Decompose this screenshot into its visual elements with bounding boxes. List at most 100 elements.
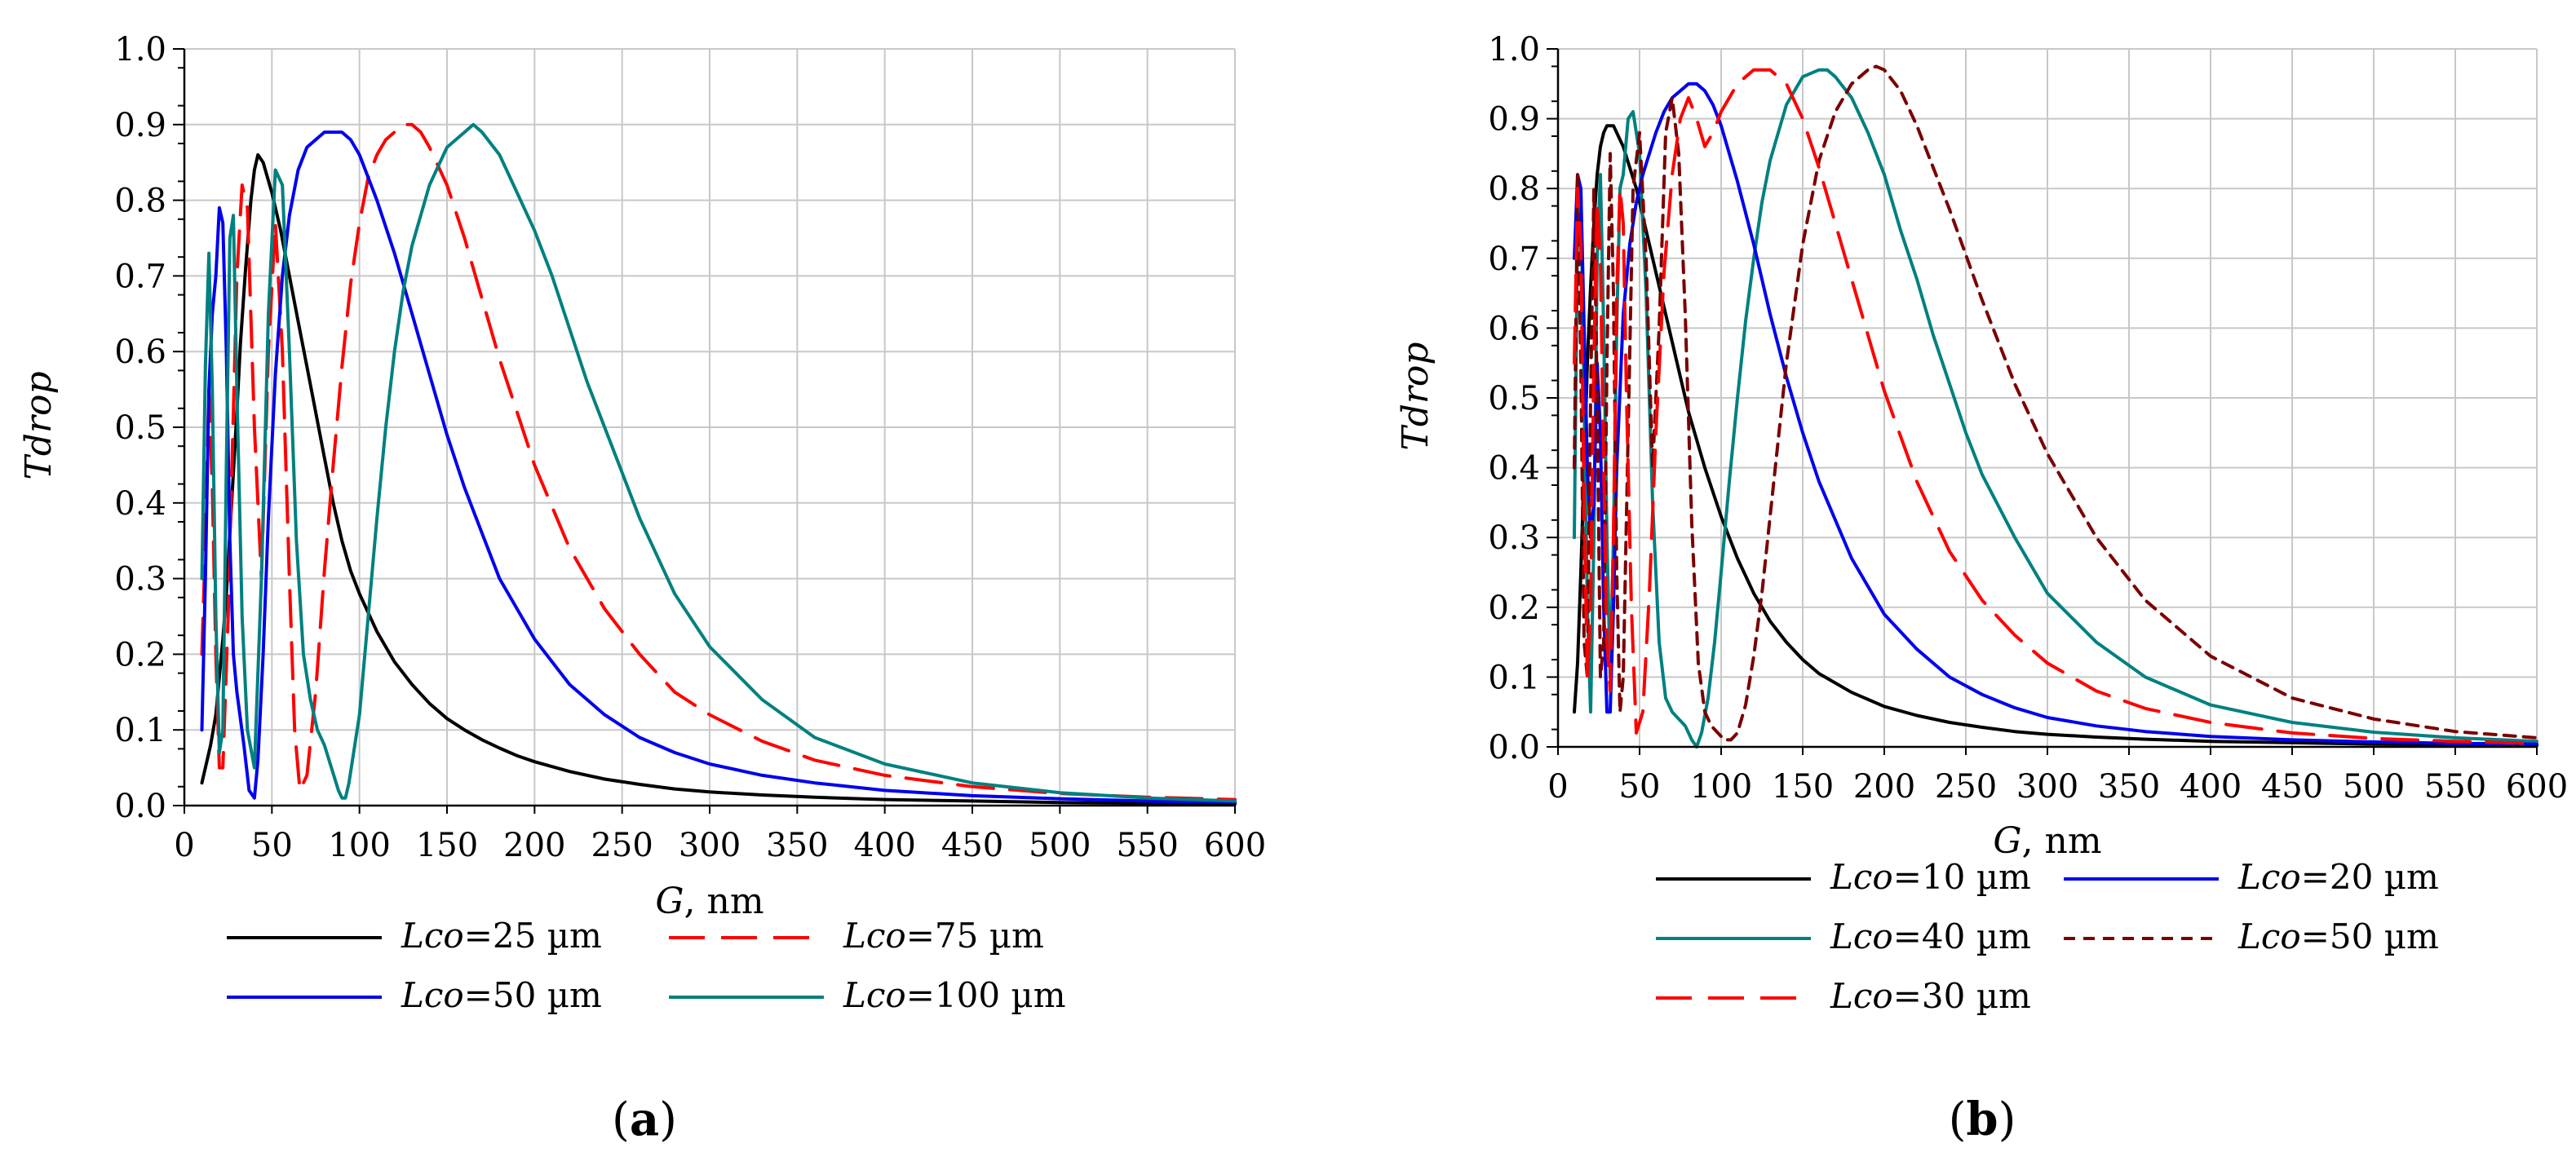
x-tick-label: 250: [591, 827, 653, 864]
gridlines: [1557, 48, 2538, 748]
series-line-75-um: [200, 122, 1237, 802]
x-axis-title-unit: , nm: [684, 881, 764, 922]
x-tick-label: 150: [416, 827, 478, 864]
y-tick-label: 0.5: [1488, 380, 1540, 417]
legend-entry-italic: Lco: [1830, 916, 1893, 956]
x-tick-label: 100: [328, 827, 390, 864]
x-tick-label: 450: [941, 827, 1003, 864]
series-line-40-um: [1573, 68, 2538, 749]
panel-label-close: ): [659, 1093, 677, 1146]
series-group: [200, 122, 1237, 806]
panel-label-letter: a: [630, 1093, 659, 1146]
x-tick-label: 350: [2098, 768, 2160, 806]
legend-entry-rest: =50 µm: [464, 975, 602, 1015]
x-tick-label: 250: [1935, 768, 1997, 806]
series-line-50-um: [1573, 64, 2538, 742]
legend-entry-label: Lco=50 µm: [401, 975, 602, 1015]
legend-entry-label: Lco=100 µm: [843, 975, 1066, 1015]
x-axis-title-symbol: G: [1993, 820, 2021, 862]
series-line-10-um: [1573, 124, 2538, 748]
y-tick-label: 0.5: [114, 409, 166, 447]
legend-entry-rest: =50 µm: [2301, 916, 2439, 956]
panel-label: (a): [612, 1093, 677, 1146]
legend-entry-rest: =40 µm: [1893, 916, 2031, 956]
x-axis-title-symbol: G: [655, 881, 684, 922]
y-tick-label: 0.1: [114, 712, 166, 749]
y-tick-label: 0.0: [114, 788, 166, 825]
legend-entry-italic: Lco: [1830, 857, 1893, 897]
x-axis-title: G, nm: [1993, 820, 2101, 862]
legend-entry-rest: =100 µm: [906, 975, 1066, 1015]
legend-entry-label: Lco=10 µm: [1830, 857, 2031, 897]
legend-entry-rest: =25 µm: [464, 916, 602, 956]
y-tick-label: 0.0: [1488, 729, 1540, 766]
x-tick-label: 50: [251, 827, 293, 864]
y-tick-label: 0.6: [114, 333, 166, 371]
legend-entry-italic: Lco: [1830, 976, 1893, 1016]
legend-entry-label: Lco=50 µm: [2237, 916, 2439, 956]
x-tick-label: 350: [766, 827, 828, 864]
x-tick-label: 400: [853, 827, 915, 864]
legend-entry-label: Lco=25 µm: [401, 916, 602, 956]
panel-label-close: ): [1998, 1093, 2016, 1146]
legend-entry-rest: =75 µm: [906, 916, 1044, 956]
legend-entry-italic: Lco: [401, 975, 464, 1015]
series-line-50-um: [200, 130, 1237, 805]
y-tick-label: 0.3: [114, 561, 166, 598]
y-tick-label: 0.4: [114, 485, 166, 523]
x-tick-label: 600: [2506, 768, 2568, 806]
y-tick-label: 0.7: [1488, 241, 1540, 278]
series-line-30-um: [1573, 68, 2538, 745]
x-tick-label: 0: [174, 827, 194, 864]
y-tick-label: 0.9: [114, 107, 166, 144]
x-tick-label: 0: [1547, 768, 1568, 806]
y-tick-label: 1.0: [114, 31, 166, 68]
legend-entry-label: Lco=20 µm: [2237, 857, 2439, 897]
x-tick-label: 50: [1619, 768, 1661, 806]
y-tick-label: 0.1: [1488, 659, 1540, 696]
legend-entry-italic: Lco: [843, 916, 906, 956]
x-tick-label: 150: [1772, 768, 1834, 806]
x-tick-label: 100: [1690, 768, 1752, 806]
x-tick-label: 300: [679, 827, 741, 864]
y-tick-label: 0.7: [114, 258, 166, 295]
y-tick-label: 0.4: [1488, 450, 1540, 488]
x-tick-label: 600: [1204, 827, 1266, 864]
x-tick-label: 500: [1029, 827, 1091, 864]
series-group: [1573, 64, 2538, 749]
x-tick-label: 300: [2016, 768, 2078, 806]
y-tick-label: 0.3: [1488, 519, 1540, 557]
series-line-100-um: [200, 122, 1237, 803]
y-tick-label: 0.8: [114, 183, 166, 220]
panel-label: (b): [1949, 1093, 2016, 1146]
series-line-20-um: [1573, 82, 2538, 746]
y-tick-label: 1.0: [1488, 31, 1540, 68]
y-tick-label: 0.2: [114, 636, 166, 673]
panel-label-open: (: [612, 1093, 630, 1146]
y-axis-title: Tdrop: [1395, 342, 1436, 450]
y-axis-title: Tdrop: [18, 371, 60, 479]
legend-entry-italic: Lco: [401, 916, 464, 956]
y-tick-label: 0.9: [1488, 101, 1540, 139]
gridlines: [184, 48, 1236, 806]
legend-entry-rest: =20 µm: [2301, 857, 2439, 897]
x-tick-label: 200: [503, 827, 565, 864]
x-tick-label: 450: [2261, 768, 2323, 806]
legend-entry-label: Lco=30 µm: [1830, 976, 2031, 1016]
legend-entry-label: Lco=40 µm: [1830, 916, 2031, 956]
x-tick-label: 200: [1853, 768, 1915, 806]
legend-entry-label: Lco=75 µm: [843, 916, 1044, 956]
x-axis-title-unit: , nm: [2022, 820, 2102, 862]
legend-entry-italic: Lco: [2237, 916, 2301, 956]
y-tick-label: 0.6: [1488, 310, 1540, 347]
chart-panel-b: 0 50 100 150 200 250 300 350 400 450 500 550 600 0.0 0…: [1395, 31, 2568, 1146]
y-tick-label: 0.8: [1488, 170, 1540, 208]
x-tick-label: 550: [1116, 827, 1178, 864]
panel-label-open: (: [1949, 1093, 1967, 1146]
legend-entry-italic: Lco: [2237, 857, 2301, 897]
y-tick-label: 0.2: [1488, 590, 1540, 627]
legend-entry-rest: =10 µm: [1893, 857, 2031, 897]
